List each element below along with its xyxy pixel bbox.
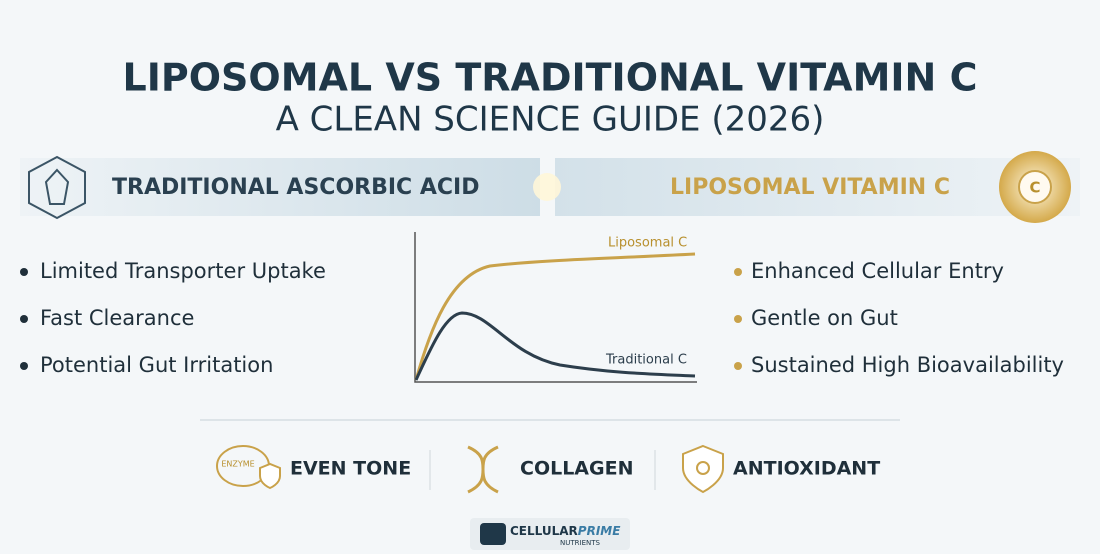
axes bbox=[414, 232, 697, 383]
right-list: Enhanced Cellular Entry Gentle on Gut Su… bbox=[734, 259, 1064, 377]
left-banner bbox=[20, 158, 540, 216]
benefits: ENZYME EVEN TONE COLLAGEN ANTIOXIDANT bbox=[216, 444, 880, 494]
vitamin-c-core bbox=[1018, 170, 1052, 204]
right-item: Enhanced Cellular Entry bbox=[751, 259, 1004, 283]
right-item: Sustained High Bioavailability bbox=[751, 353, 1064, 377]
right-item: Gentle on Gut bbox=[751, 306, 898, 330]
left-item: Limited Transporter Uptake bbox=[40, 259, 326, 283]
antioxidant-icon bbox=[682, 444, 724, 494]
crystal-icon bbox=[28, 155, 86, 220]
benefit-label: COLLAGEN bbox=[520, 458, 634, 480]
enzyme-text: ENZYME bbox=[221, 460, 254, 469]
bullet bbox=[20, 268, 28, 276]
sun-icon bbox=[696, 461, 710, 475]
title: LIPOSOMAL VS TRADITIONAL VITAMIN C bbox=[123, 56, 978, 100]
bullet bbox=[734, 315, 742, 323]
vitamin-c-letter: C bbox=[1029, 179, 1040, 197]
logo-mark bbox=[480, 523, 506, 545]
shield-icon bbox=[259, 462, 281, 490]
logo: CELLULARPRIME NUTRIENTS bbox=[470, 518, 630, 550]
subtitle: A CLEAN SCIENCE GUIDE (2026) bbox=[276, 100, 825, 140]
logo-tagline: NUTRIENTS bbox=[560, 539, 600, 547]
dna-icon bbox=[467, 445, 499, 494]
bullet bbox=[734, 268, 742, 276]
comparison-chart: Liposomal C Traditional C bbox=[414, 232, 697, 383]
curve-label: Liposomal C bbox=[608, 236, 687, 251]
benefit-label: ANTIOXIDANT bbox=[733, 458, 880, 480]
curve-label: Traditional C bbox=[605, 353, 687, 368]
left-heading: TRADITIONAL ASCORBIC ACID bbox=[112, 175, 479, 200]
bullet bbox=[20, 315, 28, 323]
left-list: Limited Transporter Uptake Fast Clearanc… bbox=[20, 259, 326, 377]
left-item: Fast Clearance bbox=[40, 306, 194, 330]
logo-name: CELLULARPRIME bbox=[510, 524, 621, 538]
bullet bbox=[20, 362, 28, 370]
left-item: Potential Gut Irritation bbox=[40, 353, 273, 377]
logo-plate bbox=[470, 518, 630, 550]
right-heading: LIPOSOMAL VITAMIN C bbox=[670, 175, 950, 200]
banner-glow bbox=[533, 173, 561, 201]
bullet bbox=[734, 362, 742, 370]
benefit-label: EVEN TONE bbox=[290, 458, 411, 480]
right-banner bbox=[555, 158, 1080, 216]
liposomal-curve bbox=[414, 252, 696, 381]
traditional-curve bbox=[414, 311, 696, 381]
